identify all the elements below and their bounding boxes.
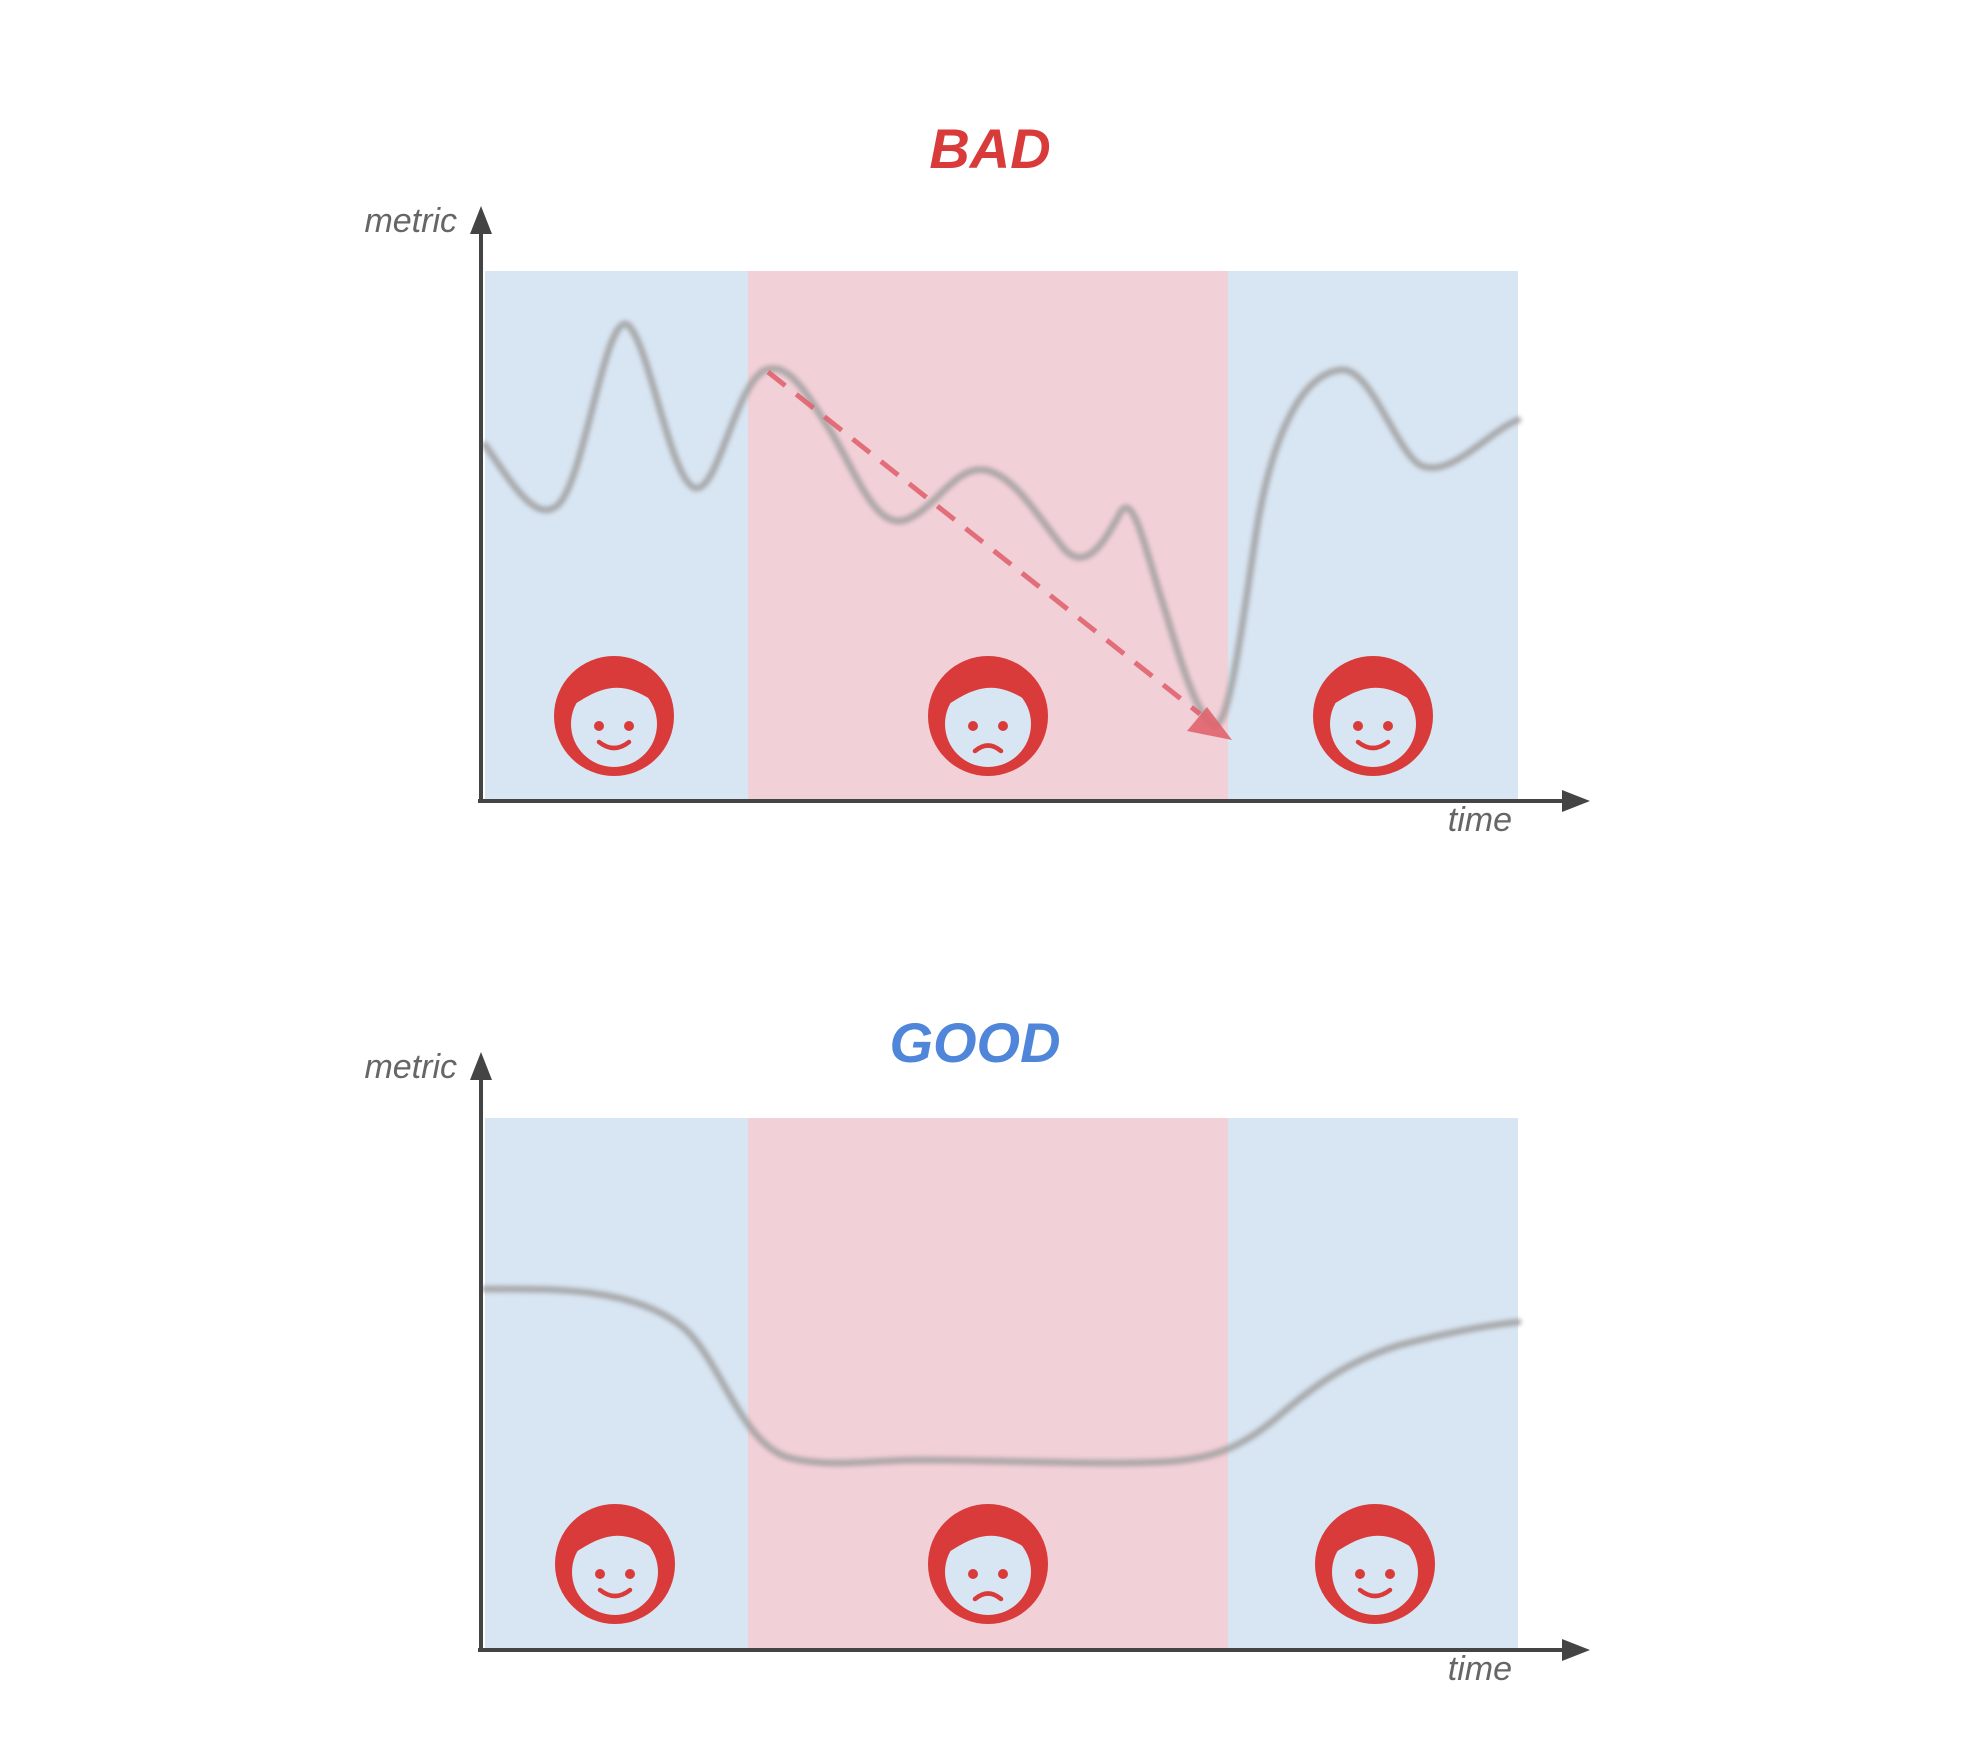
sad-face-icon	[928, 656, 1048, 776]
x-axis-arrowhead	[1562, 1639, 1590, 1661]
x-axis-label: time	[1448, 801, 1512, 839]
trend-arrowhead	[1187, 707, 1232, 740]
happy-face-icon	[1313, 656, 1433, 776]
trend-arrow-line	[766, 370, 1202, 716]
good-panel: GOOD metric time	[364, 1011, 1590, 1688]
happy-face-icon	[554, 656, 674, 776]
x-axis-label: time	[1448, 1650, 1512, 1688]
happy-face-icon	[555, 1504, 675, 1624]
y-axis-arrowhead	[470, 206, 492, 234]
sad-face-icon	[928, 1504, 1048, 1624]
good-panel-title: GOOD	[889, 1011, 1060, 1074]
y-axis-label: metric	[364, 202, 457, 240]
metric-curve	[481, 320, 1522, 730]
x-axis-arrowhead	[1562, 790, 1590, 812]
bad-panel-title: BAD	[929, 117, 1050, 180]
y-axis-arrowhead	[470, 1052, 492, 1080]
y-axis-label: metric	[364, 1048, 457, 1086]
bad-panel: BAD metric time	[364, 117, 1590, 839]
metric-curve	[481, 1285, 1522, 1467]
happy-face-icon	[1315, 1504, 1435, 1624]
